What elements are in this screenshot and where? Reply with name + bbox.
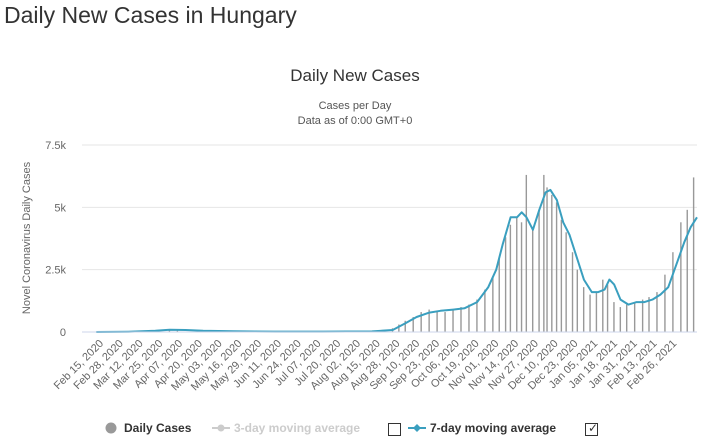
checkbox-7-day-average[interactable]: ✓ (585, 421, 599, 436)
bar (606, 284, 609, 332)
bar (656, 292, 658, 332)
bar (452, 309, 454, 332)
bar (648, 297, 650, 332)
legend: Daily Cases 3-day moving average 7-day m… (0, 419, 703, 439)
bar (565, 232, 567, 332)
legend-label: 7-day moving average (430, 421, 557, 435)
bar (428, 309, 430, 332)
bar (619, 307, 622, 332)
chart-title: Daily New Cases (290, 66, 419, 85)
legend-item-3-day-average[interactable]: 3-day moving average (212, 419, 360, 437)
legend-item-7-day-average[interactable]: 7-day moving average (408, 419, 556, 437)
y-tick-label: 5k (54, 202, 66, 214)
bar (404, 320, 406, 332)
bar (516, 217, 518, 332)
bar (664, 274, 666, 332)
bar (560, 219, 563, 332)
bar (492, 277, 494, 332)
bar (692, 177, 695, 332)
checkbox-3-day-average[interactable] (388, 423, 401, 436)
bars (127, 174, 695, 332)
legend-label: 3-day moving average (234, 421, 361, 435)
bar (589, 294, 591, 332)
legend-line-diamond-icon (408, 424, 426, 432)
legend-item-daily-cases[interactable]: Daily Cases (104, 419, 191, 437)
bar (509, 224, 512, 332)
y-tick-label: 7.5k (45, 140, 66, 152)
y-axis-label: Novel Coronavirus Daily Cases (21, 161, 33, 314)
bar (641, 299, 644, 332)
bar (468, 304, 470, 332)
bar (686, 209, 688, 332)
bar (538, 209, 540, 332)
bar (633, 302, 636, 332)
legend-circle-icon (105, 422, 117, 434)
chart-subtitle-line-2: Data as of 0:00 GMT+0 (298, 115, 413, 127)
bar (420, 312, 422, 332)
grid-lines (82, 144, 697, 271)
chart-subtitle-line-1: Cases per Day (319, 100, 392, 112)
y-tick-labels: 0 2.5k 5k 7.5k (45, 140, 66, 339)
bar (476, 299, 478, 332)
legend-label: Daily Cases (124, 421, 192, 435)
bar (551, 194, 553, 332)
bar (525, 174, 528, 332)
page-title: Daily New Cases in Hungary (4, 2, 297, 28)
y-tick-label: 2.5k (45, 265, 66, 277)
bar (412, 317, 414, 332)
bar (625, 304, 628, 332)
checkmark-icon: ✓ (588, 421, 599, 435)
bar (582, 287, 585, 332)
bar (546, 187, 548, 332)
bar (444, 312, 446, 332)
bar (595, 292, 598, 332)
bar (484, 289, 486, 332)
bar (498, 257, 500, 332)
bar (543, 174, 545, 332)
legend-line-circle-icon (212, 424, 230, 432)
bar (531, 227, 534, 332)
bar (176, 330, 179, 332)
y-tick-label: 0 (60, 327, 66, 339)
bar (555, 202, 558, 332)
bar (520, 222, 523, 332)
bar (571, 252, 574, 332)
bar (680, 222, 682, 332)
bar (504, 237, 507, 332)
bar (672, 252, 674, 332)
bar (436, 310, 438, 332)
bar (398, 324, 400, 332)
bar (602, 279, 604, 332)
bar (460, 307, 462, 332)
bar (576, 269, 579, 332)
bar (613, 302, 615, 332)
